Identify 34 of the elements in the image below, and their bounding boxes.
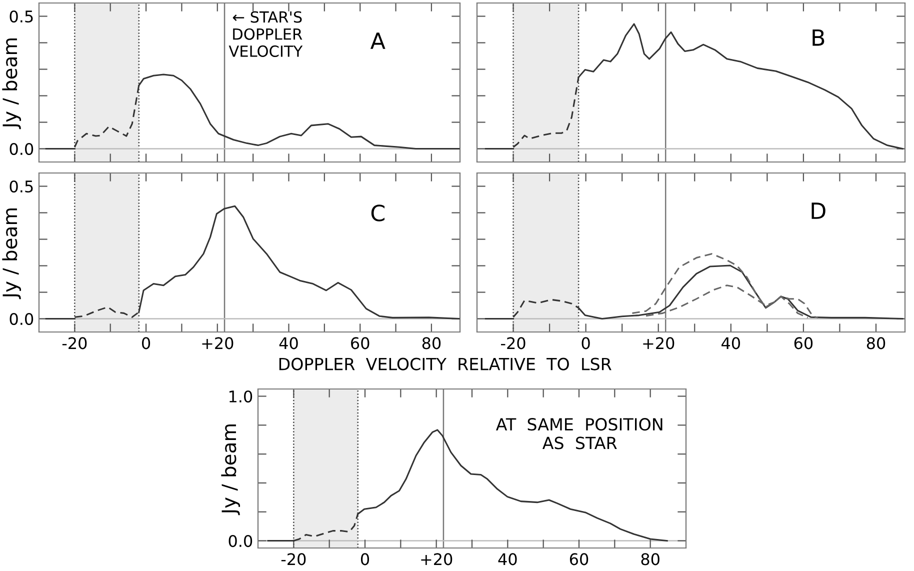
x-tick-label: +20 <box>643 337 674 350</box>
x-tick-label: 60 <box>570 553 588 566</box>
x-tick-label: 0 <box>582 337 590 350</box>
y-tick-label: 0.0 <box>10 312 34 326</box>
y-tick-label: 0.5 <box>10 10 33 23</box>
annotation: ← STAR'S DOPPLER VELOCITY <box>228 11 303 57</box>
y-tick-label: 0.5 <box>10 180 33 193</box>
x-tick-label: 40 <box>722 337 740 350</box>
text: A <box>370 32 386 49</box>
x-tick-label: 0 <box>142 337 150 350</box>
y-axis-title: Jy / beam <box>221 424 240 516</box>
x-tick-label: 0 <box>360 553 370 566</box>
x-tick-label: -20 <box>501 337 526 350</box>
y-tick-label: 1.0 <box>229 390 252 403</box>
y-axis-title: Jy / beam <box>2 38 21 130</box>
x-tick-label: 60 <box>351 337 370 350</box>
x-tick-label: -20 <box>281 553 306 566</box>
text: AT SAME POSITION AS STAR <box>496 418 662 450</box>
text: C <box>371 204 384 222</box>
x-tick-label: +20 <box>421 553 452 566</box>
x-tick-label: 80 <box>641 553 660 566</box>
y-axis-title: Jy / beam <box>2 208 21 300</box>
x-tick-label: 80 <box>866 337 886 350</box>
x-tick-label: +20 <box>202 337 234 350</box>
x-axis-title: DOPPLER VELOCITY RELATIVE TO LSR <box>279 358 612 370</box>
x-tick-label: 60 <box>794 337 813 350</box>
y-tick-label: 0.0 <box>228 534 252 548</box>
text: D <box>812 202 826 219</box>
y-tick-label: 0.0 <box>10 142 34 156</box>
x-tick-label: 40 <box>279 337 298 350</box>
x-tick-label: 80 <box>422 337 441 350</box>
x-tick-label: 40 <box>498 553 517 566</box>
text: B <box>812 30 824 46</box>
x-tick-label: -20 <box>62 337 87 350</box>
